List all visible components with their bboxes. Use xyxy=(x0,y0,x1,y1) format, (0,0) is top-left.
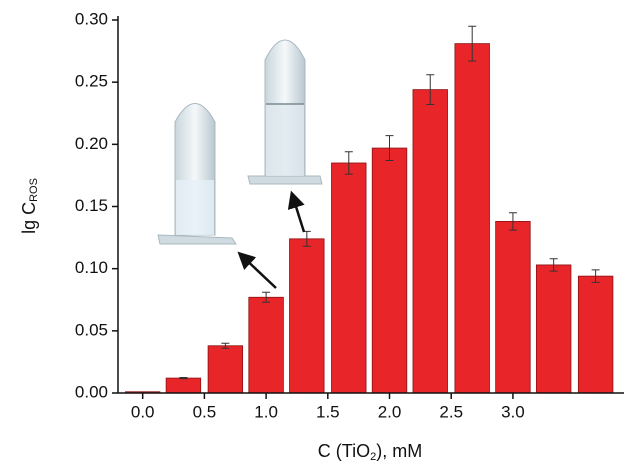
bar xyxy=(165,377,202,394)
bar-group xyxy=(248,291,284,394)
error-bar xyxy=(508,212,517,231)
bar-group xyxy=(207,342,244,394)
error-bar xyxy=(385,135,394,161)
error-bar xyxy=(426,74,435,106)
x-tick-label: 2.5 xyxy=(439,402,463,421)
bar xyxy=(577,275,614,394)
bar-group xyxy=(289,230,325,394)
y-tick-label: 0.30 xyxy=(75,9,108,28)
y-tick-label: 0.25 xyxy=(75,72,108,91)
bar-group xyxy=(165,376,202,394)
bar-group xyxy=(535,258,572,394)
x-label-end: ), mM xyxy=(376,441,422,461)
y-label-sub: ROS xyxy=(28,178,40,202)
x-label-main: C (TiO xyxy=(318,441,370,461)
bar xyxy=(248,296,284,394)
x-tick-label: 0.5 xyxy=(193,402,217,421)
y-axis-label: lg CROS xyxy=(19,178,40,234)
error-bar xyxy=(468,25,477,62)
y-tick-label: 0.15 xyxy=(75,196,108,215)
bar xyxy=(535,264,572,394)
bar xyxy=(495,221,531,394)
y-label-main: lg C xyxy=(19,202,39,234)
y-tick-label: 0.00 xyxy=(75,382,108,401)
bar xyxy=(412,89,448,394)
y-tick-label: 0.05 xyxy=(75,320,108,339)
bar xyxy=(289,238,325,394)
bar-group xyxy=(577,269,614,394)
inset-tubes xyxy=(157,39,323,289)
bar xyxy=(331,162,367,394)
bar xyxy=(207,345,244,394)
bar-group xyxy=(412,74,448,394)
bar-group xyxy=(495,212,531,394)
bar xyxy=(371,147,408,394)
error-bar xyxy=(262,291,271,303)
error-bar xyxy=(221,342,230,349)
x-label-sub: 2 xyxy=(370,451,376,463)
error-bar xyxy=(549,258,558,272)
error-bar xyxy=(591,269,600,283)
x-tick-label: 1.0 xyxy=(254,402,278,421)
bar-group xyxy=(454,25,490,394)
x-tick-label: 3.0 xyxy=(501,402,525,421)
x-tick-label: 2.0 xyxy=(378,402,402,421)
y-tick-label: 0.20 xyxy=(75,134,108,153)
bar-group xyxy=(371,135,408,394)
error-bar xyxy=(179,376,188,380)
y-tick-label: 0.10 xyxy=(75,258,108,277)
bar-group xyxy=(331,151,367,394)
x-tick-label: 0.0 xyxy=(131,402,155,421)
error-bar xyxy=(344,151,353,175)
x-tick-label: 1.5 xyxy=(316,402,340,421)
x-axis-label: C (TiO2), mM xyxy=(318,441,422,463)
bar xyxy=(454,43,490,394)
